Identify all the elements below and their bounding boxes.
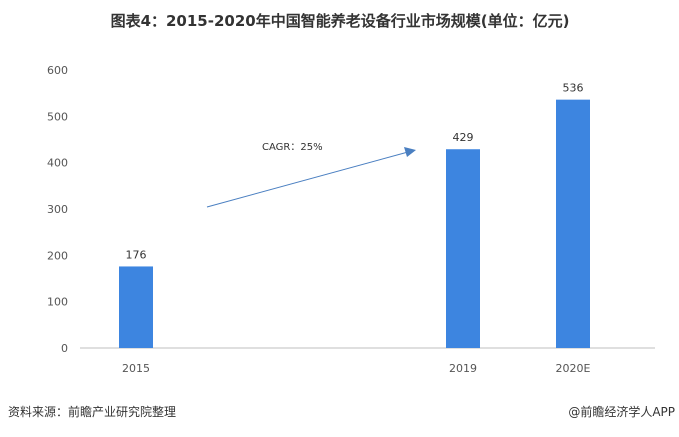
y-tick-label: 600	[47, 64, 68, 77]
y-tick-label: 300	[47, 203, 68, 216]
x-tick-label: 2015	[122, 362, 150, 375]
y-tick-label: 400	[47, 157, 68, 170]
source-note: 资料来源：前瞻产业研究院整理	[8, 404, 176, 419]
x-tick-label: 2020E	[556, 362, 591, 375]
bar-2020E	[556, 99, 590, 348]
y-tick-label: 0	[61, 342, 68, 355]
cagr-label: CAGR：25%	[262, 142, 323, 153]
cagr-arrow	[206, 151, 409, 208]
y-tick-label: 100	[47, 296, 68, 309]
x-tick-label: 2019	[449, 362, 477, 375]
y-tick-label: 200	[47, 249, 68, 262]
data-label: 429	[453, 131, 474, 144]
y-tick-label: 500	[47, 110, 68, 123]
chart-title: 图表4：2015-2020年中国智能养老设备行业市场规模(单位：亿元)	[111, 12, 570, 30]
bar-2015	[119, 266, 153, 348]
data-label: 536	[563, 82, 584, 95]
credit-note: @前瞻经济学人APP	[568, 404, 675, 419]
cagr-arrow-head	[404, 147, 416, 157]
data-label: 176	[126, 248, 147, 261]
bar-2019	[446, 149, 480, 348]
